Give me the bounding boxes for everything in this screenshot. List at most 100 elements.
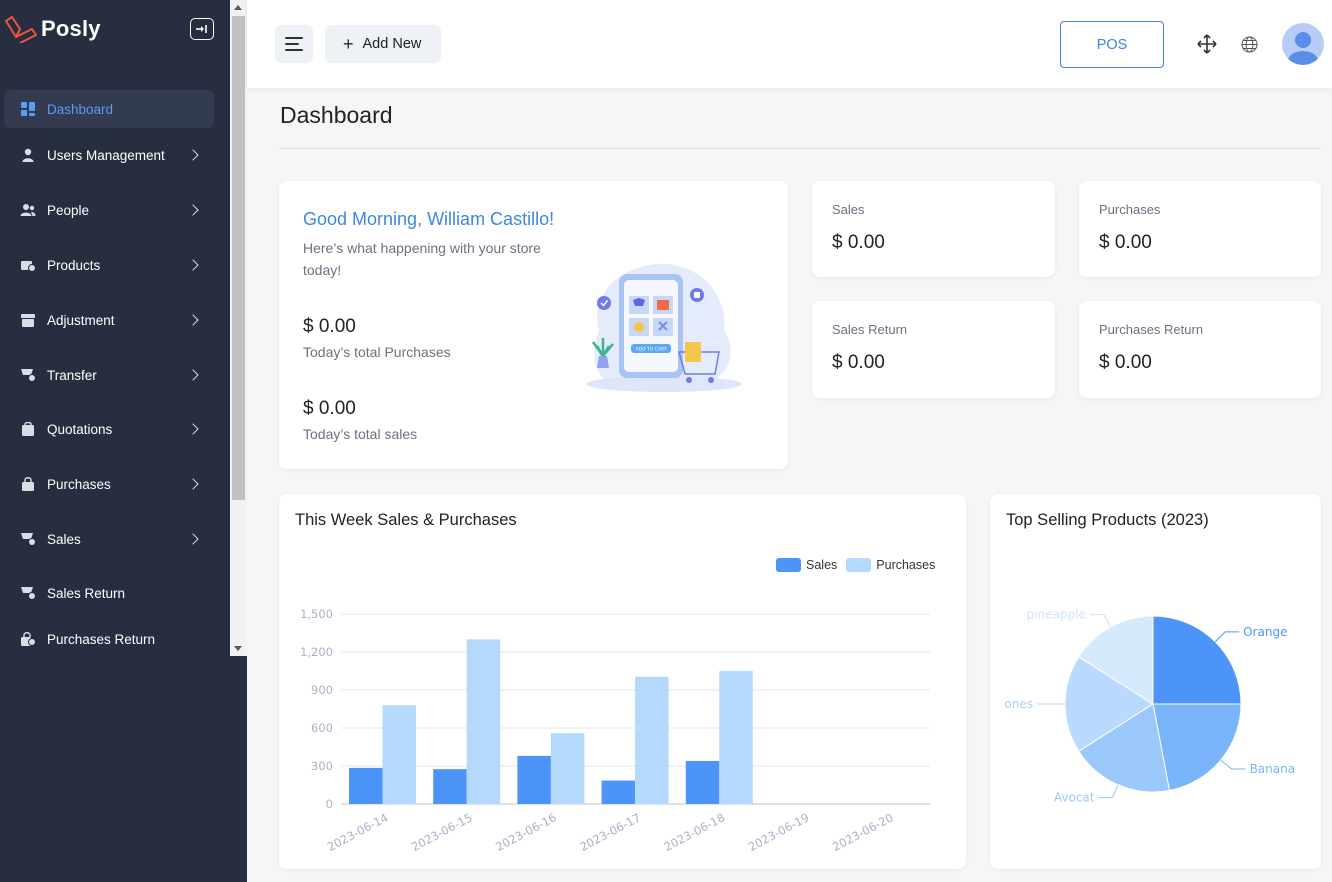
sidebar-item-sales[interactable]: Sales: [4, 520, 214, 558]
sidebar-item-label: Users Management: [47, 147, 165, 163]
pie-label-ones: ones: [1004, 697, 1033, 711]
top-header: + Add New POS: [247, 0, 1332, 88]
exit-arrow-icon: [196, 25, 207, 33]
sidebar-item-users-management[interactable]: Users Management: [4, 136, 214, 174]
sidebar-collapse-button[interactable]: [190, 18, 214, 40]
illustration-add-to-cart-text: ADD TO CART: [636, 347, 667, 353]
plus-icon: +: [343, 34, 354, 54]
pie-leader-line: [1089, 614, 1112, 628]
chevron-right-icon: [187, 369, 199, 381]
sidebar-item-label: Sales Return: [47, 585, 126, 601]
stat-label: Purchases Return: [1099, 322, 1204, 337]
today-sales-label: Today’s total sales: [303, 426, 418, 442]
pie-label-banana: Banana: [1250, 762, 1296, 776]
purchases-icon: [20, 476, 36, 492]
bar-purchases-2023-06-14: [382, 705, 416, 804]
menu-toggle-button[interactable]: [275, 25, 313, 63]
sidebar-scrollbar[interactable]: [230, 0, 247, 656]
stat-card-sales: Sales $ 0.00: [812, 181, 1055, 277]
x-tick-label: 2023-06-15: [409, 810, 475, 854]
bar-purchases-2023-06-16: [550, 733, 585, 804]
bar-purchases-2023-06-15: [466, 639, 501, 804]
y-tick-label: 1,200: [300, 645, 333, 659]
x-tick-label: 2023-06-20: [830, 810, 896, 854]
sidebar-item-quotations[interactable]: Quotations: [4, 410, 214, 448]
sidebar-item-purchases[interactable]: Purchases: [4, 465, 214, 503]
pie-chart: Orange Banana Avocat ones pineapple: [1004, 608, 1296, 805]
legend-swatch-purchases[interactable]: [846, 558, 872, 572]
sidebar-item-label: People: [47, 202, 90, 218]
stat-card-sales-return: Sales Return $ 0.00: [812, 301, 1055, 398]
sidebar-item-dashboard[interactable]: Dashboard: [4, 90, 214, 128]
legend-label-purchases[interactable]: Purchases: [876, 558, 936, 572]
top-products-card: Top Selling Products (2023) Orange Banana…: [990, 494, 1321, 869]
sidebar-item-label: Adjustment: [47, 312, 115, 328]
brand[interactable]: Posly: [4, 14, 101, 44]
laravel-logo-icon: [5, 16, 37, 43]
x-tick-label: 2023-06-14: [325, 810, 391, 854]
brand-name: Posly: [41, 16, 101, 41]
legend-swatch-sales[interactable]: [776, 558, 801, 572]
hamburger-line: [285, 49, 303, 51]
add-new-button[interactable]: + Add New: [325, 25, 441, 63]
chevron-right-icon: [187, 314, 199, 326]
sidebar-item-transfer[interactable]: Transfer: [4, 356, 214, 394]
pie-leader-line: [1220, 759, 1246, 770]
avatar-person-icon: [1288, 32, 1318, 65]
y-tick-label: 1,500: [300, 607, 333, 621]
sidebar: Posly Dashboard Users Management People Pro…: [0, 0, 247, 882]
scroll-down-arrow-icon[interactable]: [234, 646, 242, 651]
pie-label-pineapple: pineapple: [1027, 608, 1086, 622]
sales-icon: [20, 531, 36, 547]
quotations-icon: [20, 421, 36, 437]
scroll-up-arrow-icon[interactable]: [234, 5, 242, 10]
bar-purchases-2023-06-18: [719, 671, 753, 804]
pos-button[interactable]: POS: [1060, 21, 1164, 68]
greeting-subtext: Here’s what happening with your store to…: [303, 240, 541, 278]
chart-title: Top Selling Products (2023): [1006, 511, 1209, 529]
sidebar-item-products[interactable]: Products: [4, 246, 214, 284]
legend-label-sales[interactable]: Sales: [806, 558, 838, 572]
hamburger-line: [285, 37, 303, 39]
page-title: Dashboard: [280, 102, 393, 128]
sidebar-item-label: Purchases Return: [47, 631, 156, 647]
stat-value: $ 0.00: [832, 352, 885, 373]
greeting-text: Good Morning, William Castillo!: [303, 209, 555, 229]
pie-label-avocat: Avocat: [1054, 791, 1095, 805]
transfer-icon: [20, 367, 36, 383]
stat-value: $ 0.00: [832, 232, 885, 253]
sidebar-item-adjustment[interactable]: Adjustment: [4, 301, 214, 339]
sidebar-item-people[interactable]: People: [4, 191, 214, 229]
pie-slice-avocat: [1078, 703, 1171, 793]
bar-sales-2023-06-15: [433, 769, 467, 804]
language-globe-icon[interactable]: [1241, 36, 1258, 53]
fullscreen-move-icon[interactable]: [1197, 34, 1217, 54]
x-tick-label: 2023-06-17: [577, 810, 643, 854]
people-icon: [20, 202, 36, 218]
sidebar-item-label: Products: [47, 257, 101, 273]
chevron-right-icon: [187, 478, 199, 490]
chevron-right-icon: [187, 259, 199, 271]
y-tick-label: 900: [311, 683, 333, 697]
adjustment-icon: [20, 312, 36, 328]
sidebar-item-sales-return[interactable]: Sales Return: [4, 574, 214, 612]
pie-slice-orange: [1152, 615, 1242, 705]
chart-legend: Sales Purchases: [776, 558, 935, 572]
pie-leader-line: [1214, 631, 1240, 643]
scrollbar-thumb[interactable]: [232, 16, 245, 500]
user-avatar[interactable]: [1282, 23, 1324, 65]
today-sales-amount: $ 0.00: [303, 398, 356, 419]
bar-chart: 0 300 600 900 1,200 1,500 2023-06-14 2023-06-15…: [300, 607, 930, 854]
bar-sales-2023-06-14: [349, 767, 383, 804]
pie-label-orange: Orange: [1243, 625, 1287, 639]
sidebar-item-label: Quotations: [47, 421, 113, 437]
bar-sales-2023-06-16: [517, 755, 551, 804]
bar-sales-2023-06-17: [601, 780, 636, 804]
today-purchases-label: Today’s total Purchases: [303, 344, 451, 360]
sidebar-scroll-area: Posly Dashboard Users Management People Pro…: [0, 0, 230, 656]
pie-slice-banana: [1152, 703, 1242, 792]
sidebar-item-purchases-return[interactable]: Purchases Return: [4, 620, 214, 656]
y-tick-label: 600: [311, 721, 333, 735]
shopping-illustration: ADD TO CART: [586, 263, 742, 392]
bar-sales-2023-06-18: [685, 760, 720, 804]
